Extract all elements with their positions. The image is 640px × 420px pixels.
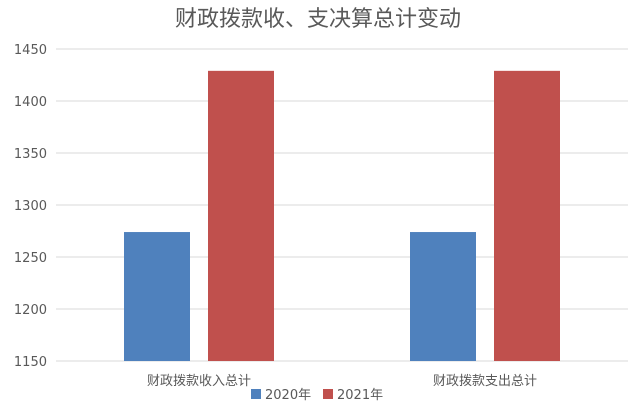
legend-swatch bbox=[323, 389, 333, 399]
x-tick-label: 财政拨款支出总计 bbox=[433, 374, 537, 389]
y-tick-label: 1450 bbox=[14, 43, 47, 58]
legend-swatch bbox=[251, 389, 261, 399]
bar-2-1 bbox=[208, 70, 274, 361]
bar-2-2 bbox=[494, 70, 560, 361]
y-tick-label: 1300 bbox=[14, 199, 47, 214]
y-tick-label: 1350 bbox=[14, 147, 47, 162]
bar-1-2 bbox=[410, 232, 476, 361]
legend: 2020年 2021年 bbox=[251, 388, 383, 403]
bars bbox=[124, 70, 560, 361]
y-tick-label: 1400 bbox=[14, 95, 47, 110]
y-tick-label: 1250 bbox=[14, 251, 47, 266]
y-tick-label: 1200 bbox=[14, 303, 47, 318]
legend-label: 2021年 bbox=[337, 388, 383, 403]
x-tick-label: 财政拨款收入总计 bbox=[147, 374, 251, 389]
bar-1-1 bbox=[124, 232, 190, 361]
legend-label: 2020年 bbox=[265, 388, 311, 403]
y-axis-ticks: 1150 1200 1250 1300 1350 1400 1450 bbox=[14, 43, 47, 370]
x-axis-ticks: 财政拨款收入总计 财政拨款支出总计 bbox=[147, 374, 537, 389]
chart-title: 财政拨款收、支决算总计变动 bbox=[175, 7, 461, 32]
y-tick-label: 1150 bbox=[14, 355, 47, 370]
